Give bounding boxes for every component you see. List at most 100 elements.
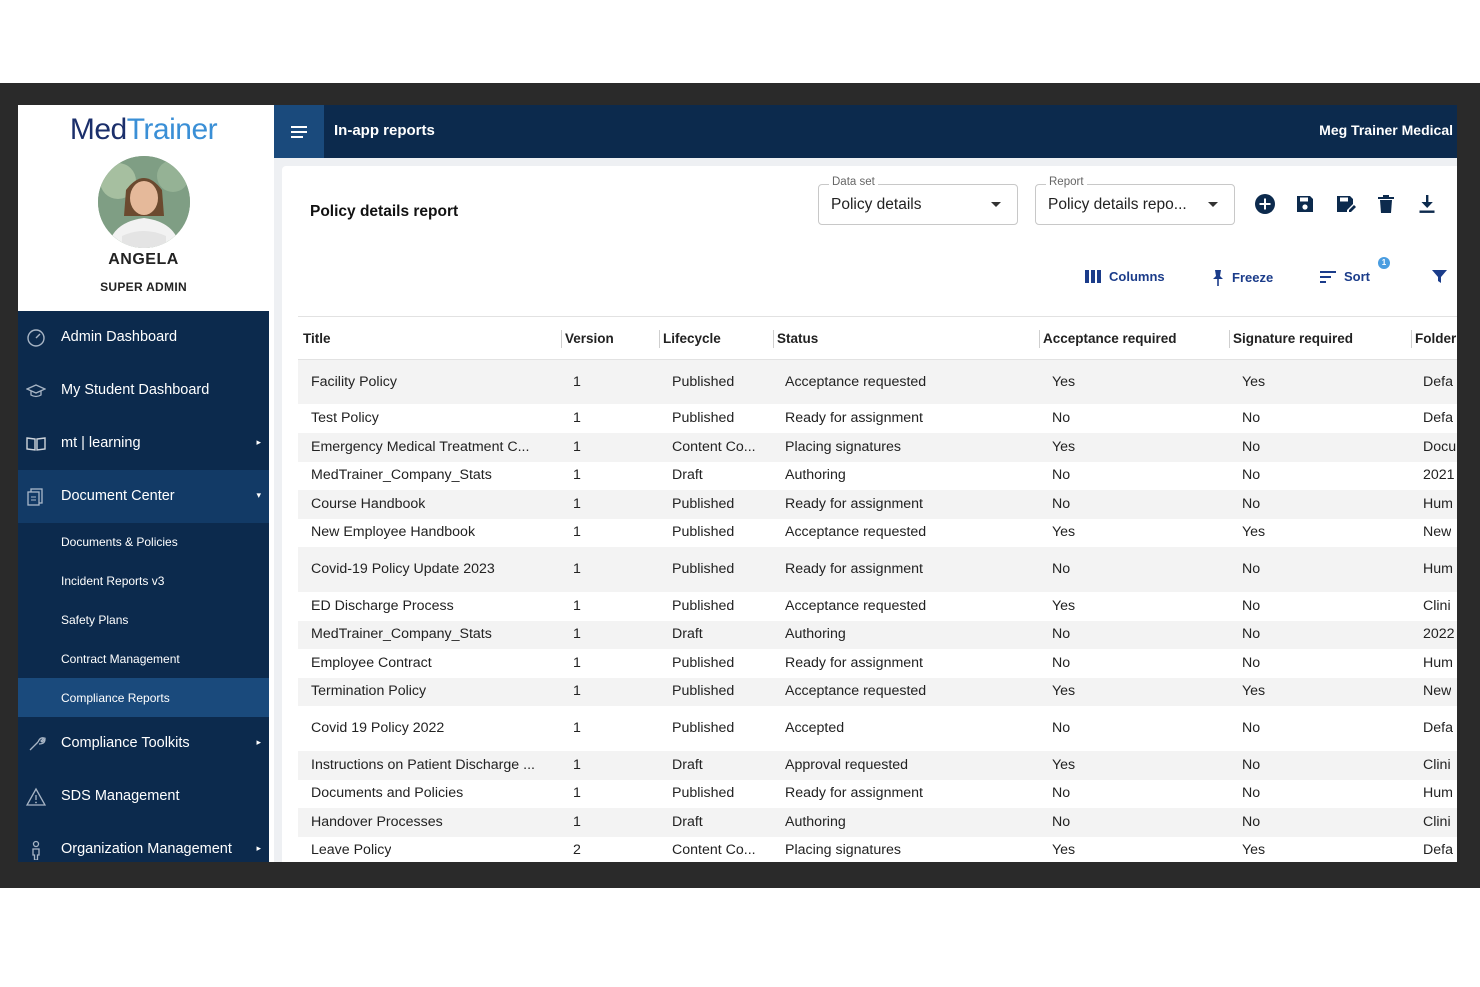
sidebar-subitem-compliance-reports[interactable]: Compliance Reports: [18, 678, 269, 717]
columns-label: Columns: [1109, 269, 1165, 284]
table-cell: No: [1052, 720, 1071, 736]
table-cell: Draft: [672, 756, 703, 773]
table-row[interactable]: ED Discharge Process 1 Published Acceptance…: [298, 592, 1457, 621]
sidebar-item-document-center[interactable]: Document Center ▾: [18, 470, 269, 523]
table-cell: No: [1052, 813, 1071, 830]
delete-button[interactable]: [1374, 192, 1398, 216]
table-cell: No: [1242, 597, 1261, 614]
report-label: Report: [1046, 176, 1087, 188]
sidebar-subitem-label: Safety Plans: [61, 612, 129, 627]
table-cell: Hum: [1423, 654, 1453, 671]
table-row[interactable]: Instructions on Patient Discharge ... 1 Dr…: [298, 751, 1457, 780]
column-header[interactable]: Title: [303, 331, 331, 346]
table-row[interactable]: Handover Processes 1 Draft Authoring No No Cli…: [298, 808, 1457, 837]
save-button[interactable]: [1293, 192, 1317, 216]
app-screen: MedTrainer ANGELA SUPER ADMIN Admin Dash…: [18, 105, 1457, 862]
table-cell: Yes: [1052, 597, 1076, 614]
table-cell: 1: [573, 467, 581, 484]
documents-icon: [27, 488, 43, 506]
sidebar-subitem-incident-reports[interactable]: Incident Reports v3: [18, 562, 269, 601]
table-cell: No: [1052, 467, 1071, 484]
table-cell: Acceptance requested: [785, 683, 927, 700]
table-cell: Authoring: [785, 467, 846, 484]
table-row[interactable]: Emergency Medical Treatment C... 1 Content…: [298, 433, 1457, 462]
table-row[interactable]: Facility Policy 1 Published Acceptance requ…: [298, 360, 1457, 404]
table-row[interactable]: Course Handbook 1 Published Ready for assig…: [298, 490, 1457, 519]
avatar[interactable]: [98, 156, 190, 248]
filter-icon: [1432, 270, 1447, 283]
table-cell: Defa: [1423, 410, 1453, 426]
freeze-button[interactable]: Freeze: [1212, 269, 1273, 286]
sort-label: Sort: [1344, 269, 1370, 284]
sidebar-item-label: My Student Dashboard: [61, 382, 210, 398]
table-row[interactable]: Test Policy 1 Published Ready for assignmen…: [298, 404, 1457, 433]
table-row[interactable]: Documents and Policies 1 Published Ready fo…: [298, 780, 1457, 809]
table-cell: MedTrainer_Company_Stats: [311, 467, 492, 484]
sort-button[interactable]: Sort: [1320, 269, 1370, 284]
sidebar-item-organization-management[interactable]: Organization Management ▸: [18, 823, 269, 862]
columns-button[interactable]: Columns: [1085, 269, 1165, 284]
column-header[interactable]: Status: [773, 330, 818, 348]
table-row[interactable]: MedTrainer_Company_Stats 1 Draft Authoring N…: [298, 620, 1457, 649]
save-as-button[interactable]: [1334, 192, 1358, 216]
table-cell: Clini: [1423, 756, 1451, 773]
organization-name[interactable]: Meg Trainer Medical: [1319, 122, 1453, 138]
column-header[interactable]: Signature required: [1229, 330, 1353, 348]
report-title: Policy details report: [310, 203, 459, 220]
save-edit-icon: [1337, 196, 1356, 212]
medtrainer-logo[interactable]: MedTrainer: [18, 113, 269, 147]
table-row[interactable]: New Employee Handbook 1 Published Acceptanc…: [298, 519, 1457, 548]
table-cell: No: [1242, 410, 1261, 426]
sidebar-subitem-label: Documents & Policies: [61, 535, 178, 550]
table-cell: Defa: [1423, 720, 1453, 736]
menu-button[interactable]: [274, 105, 324, 158]
table-row[interactable]: Leave Policy 2 Content Co... Placing signat…: [298, 837, 1457, 863]
table-row[interactable]: Employee Contract 1 Published Ready for ass…: [298, 649, 1457, 678]
column-header-label: Acceptance required: [1043, 331, 1177, 346]
dataset-label: Data set: [829, 176, 878, 188]
table-cell: Published: [672, 561, 735, 577]
add-report-button[interactable]: [1253, 192, 1277, 216]
sidebar-subitem-safety-plans[interactable]: Safety Plans: [18, 601, 269, 640]
sidebar-item-admin-dashboard[interactable]: Admin Dashboard: [18, 311, 269, 364]
column-header[interactable]: Folder: [1411, 330, 1456, 348]
sidebar-item-sds-management[interactable]: SDS Management: [18, 770, 269, 823]
sidebar-item-compliance-toolkits[interactable]: Compliance Toolkits ▸: [18, 717, 269, 770]
sidebar-item-label: SDS Management: [61, 787, 180, 804]
sidebar-item-mt-learning[interactable]: mt | learning ▸: [18, 417, 269, 470]
open-book-icon: [26, 437, 46, 451]
table-cell: Ready for assignment: [785, 654, 924, 671]
table-row[interactable]: Covid-19 Policy Update 2023 1 Published Rea…: [298, 547, 1457, 592]
report-select[interactable]: Report Policy details repo...: [1035, 176, 1235, 225]
table-cell: Ready for assignment: [785, 410, 924, 426]
column-separator: [1229, 330, 1230, 348]
column-header[interactable]: Acceptance required: [1039, 330, 1177, 348]
table-cell: Handover Processes: [311, 813, 443, 830]
column-header[interactable]: Lifecycle: [659, 330, 721, 348]
sidebar-subitem-contract-management[interactable]: Contract Management: [18, 639, 269, 678]
table-row[interactable]: Covid 19 Policy 2022 1 Published Accepted No…: [298, 706, 1457, 751]
filter-button[interactable]: [1432, 269, 1447, 284]
table-cell: Defa: [1423, 842, 1453, 859]
table-cell: 1: [573, 373, 581, 390]
table-cell: Published: [672, 654, 735, 671]
table-cell: No: [1242, 813, 1261, 830]
dataset-select[interactable]: Data set Policy details: [818, 176, 1018, 225]
person-icon: [32, 840, 40, 860]
table-cell: No: [1242, 626, 1261, 643]
table-cell: Acceptance requested: [785, 373, 927, 390]
column-separator: [561, 330, 562, 348]
sidebar-subitem-label: Compliance Reports: [61, 690, 170, 705]
table-row[interactable]: Termination Policy 1 Published Acceptance r…: [298, 677, 1457, 706]
warning-icon: [26, 787, 46, 806]
column-header[interactable]: Version: [561, 330, 614, 348]
table-row[interactable]: MedTrainer_Company_Stats 1 Draft Authoring N…: [298, 462, 1457, 491]
sidebar-item-my-student-dashboard[interactable]: My Student Dashboard: [18, 364, 269, 417]
table-cell: Covid 19 Policy 2022: [311, 720, 445, 736]
table-cell: No: [1242, 467, 1261, 484]
profile-panel: MedTrainer ANGELA SUPER ADMIN: [18, 105, 269, 311]
pin-icon: [1213, 270, 1223, 286]
sidebar-subitem-documents-policies[interactable]: Documents & Policies: [18, 523, 269, 562]
download-button[interactable]: [1415, 192, 1439, 216]
table-cell: Employee Contract: [311, 654, 432, 671]
